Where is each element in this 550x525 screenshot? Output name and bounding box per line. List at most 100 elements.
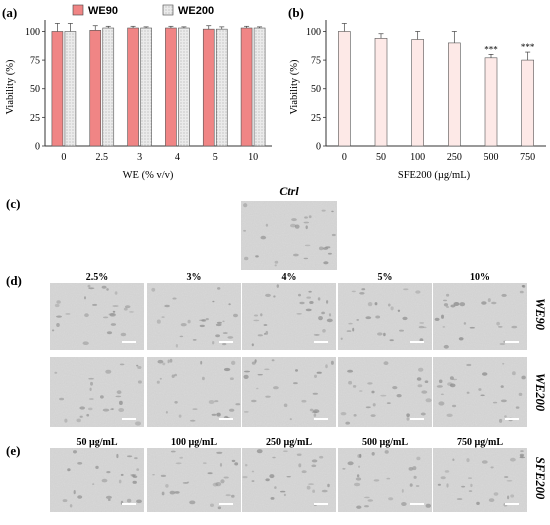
cell xyxy=(219,463,223,467)
bar-we200 xyxy=(102,27,115,147)
bar-we90 xyxy=(240,27,253,147)
cell xyxy=(415,485,420,487)
cell xyxy=(156,380,160,384)
cell xyxy=(522,284,526,288)
cell xyxy=(79,406,85,410)
micrograph-texture xyxy=(338,357,432,427)
cell xyxy=(283,493,286,497)
sfe-column-label: 100 µg/mL xyxy=(171,437,217,448)
cell xyxy=(120,332,127,337)
cell xyxy=(375,315,381,319)
we-column-label: 4% xyxy=(282,272,297,283)
y-tick-label-a: 25 xyxy=(30,113,40,124)
sfe-column-label: 50 µg/mL xyxy=(76,437,117,448)
cell xyxy=(316,371,322,374)
bar-we90 xyxy=(51,31,64,147)
cell xyxy=(321,311,325,315)
cell xyxy=(318,246,324,251)
micrograph-texture xyxy=(433,357,527,427)
cell xyxy=(311,459,318,463)
cell xyxy=(126,498,132,503)
cell xyxy=(443,303,449,307)
cell xyxy=(217,506,222,510)
cell xyxy=(304,216,308,219)
cell xyxy=(243,229,247,232)
cell xyxy=(115,395,122,398)
cell xyxy=(212,300,215,303)
cell xyxy=(313,409,320,414)
cell xyxy=(112,310,116,313)
cell xyxy=(182,482,189,484)
cell xyxy=(73,450,77,454)
cell xyxy=(165,484,169,488)
cell xyxy=(199,324,205,328)
cell xyxy=(270,497,275,500)
cell xyxy=(243,374,249,379)
cell xyxy=(216,451,223,454)
cell xyxy=(274,486,277,489)
cell xyxy=(354,482,361,487)
cell xyxy=(367,499,374,502)
cell xyxy=(449,376,454,380)
cell xyxy=(443,344,449,349)
cell xyxy=(371,452,375,456)
cell xyxy=(353,414,357,417)
cell xyxy=(311,464,317,468)
cell xyxy=(358,465,361,468)
cell xyxy=(205,318,209,321)
cell xyxy=(165,411,168,414)
panel-letter-c: (c) xyxy=(6,196,20,211)
cell xyxy=(265,330,269,335)
cell xyxy=(265,478,270,482)
cell xyxy=(200,360,203,365)
cell xyxy=(260,235,267,240)
micrograph-we90 xyxy=(147,283,241,350)
cell xyxy=(189,419,196,422)
micrograph-texture xyxy=(242,448,336,512)
cell xyxy=(107,498,111,501)
cell xyxy=(136,499,142,504)
cell xyxy=(309,408,314,412)
cell xyxy=(95,465,99,469)
cell xyxy=(388,303,391,307)
cell xyxy=(466,458,470,463)
cell xyxy=(87,284,91,288)
cell xyxy=(167,359,170,364)
cell xyxy=(274,260,279,264)
cell xyxy=(418,325,425,329)
cell xyxy=(463,322,467,325)
cell xyxy=(293,382,298,385)
cell xyxy=(214,400,219,403)
cell xyxy=(159,377,162,380)
cell xyxy=(446,483,449,488)
cell xyxy=(521,375,526,380)
bar-sfe200 xyxy=(374,38,388,147)
cell xyxy=(515,406,520,409)
bar-we90 xyxy=(202,28,215,147)
cell xyxy=(459,302,466,307)
micrograph-we90 xyxy=(338,283,432,350)
cell xyxy=(172,297,177,300)
cell xyxy=(402,316,408,321)
cell xyxy=(64,418,68,423)
y-tick-label-a: 100 xyxy=(25,27,40,38)
cell xyxy=(421,390,428,394)
cell xyxy=(132,480,137,484)
cell xyxy=(216,321,222,324)
cell xyxy=(82,341,89,346)
cell xyxy=(112,305,119,307)
x-tick-label-b: 0 xyxy=(342,152,347,163)
cell xyxy=(383,332,386,337)
cell xyxy=(340,337,343,340)
cell xyxy=(328,313,332,317)
cell xyxy=(222,332,228,334)
micrograph-texture xyxy=(433,283,527,350)
cell xyxy=(67,468,71,472)
micrograph-sfe200 xyxy=(147,448,241,512)
we-column-label: 2.5% xyxy=(86,272,109,283)
cell xyxy=(309,301,314,304)
cell xyxy=(412,466,417,471)
micrograph-texture xyxy=(242,357,336,427)
x-tick-label-b: 100 xyxy=(410,152,425,163)
cell xyxy=(416,456,421,461)
